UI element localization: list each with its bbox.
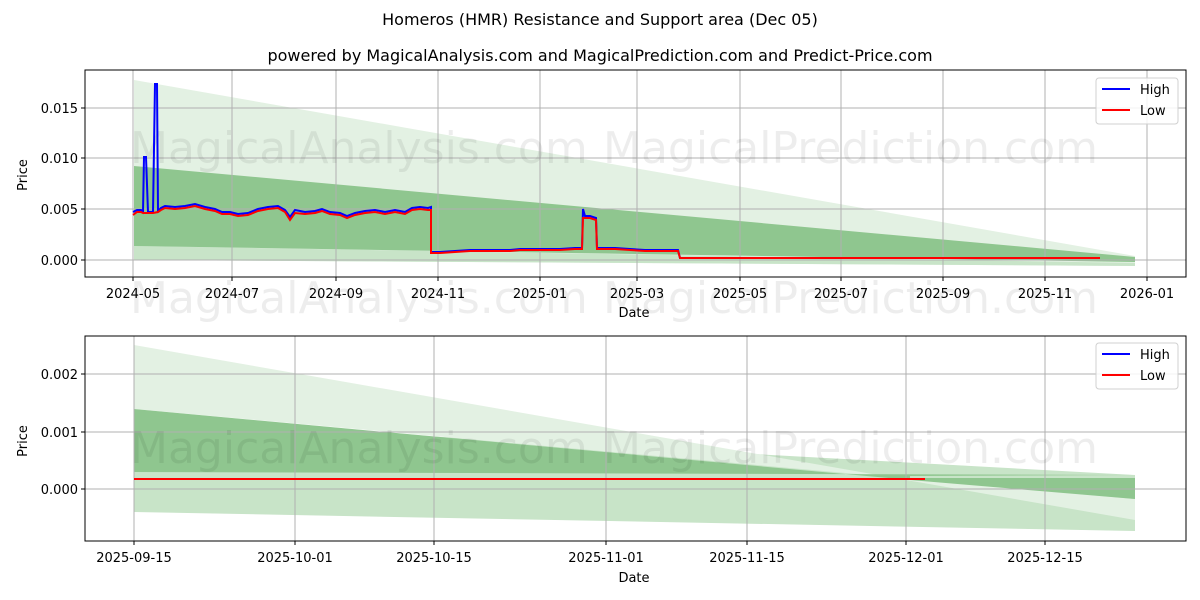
top-ytick: 0.005 [41, 203, 78, 218]
chart-subtitle: powered by MagicalAnalysis.com and Magic… [267, 46, 933, 65]
top-ytick: 0.000 [41, 254, 78, 269]
legend-low-label: Low [1140, 104, 1166, 119]
low-series-line [132, 204, 1100, 259]
bottom-xtick: 2025-11-01 [568, 551, 644, 566]
bottom-ytick: 0.001 [41, 426, 78, 441]
bottom-xtick: 2025-12-15 [1007, 551, 1083, 566]
outer-band-lower [134, 246, 1135, 266]
watermark-bottom-1: MagicalAnalysis.com [130, 423, 588, 474]
top-ytick: 0.015 [41, 102, 78, 117]
watermark-top-3: MagicalAnalysis.com [130, 273, 588, 324]
bottom-xtick: 2025-09-15 [96, 551, 172, 566]
bottom-xtick: 2025-10-01 [257, 551, 333, 566]
watermark-top-2: MagicalPrediction.com [603, 123, 1098, 174]
top-xtick: 2026-01 [1120, 287, 1174, 302]
top-legend: High Low [1095, 77, 1179, 125]
watermark-top-1: MagicalAnalysis.com [130, 123, 588, 174]
bottom-axes-frame [84, 335, 1187, 542]
bottom-chart: MagicalAnalysis.com MagicalPrediction.co… [16, 335, 1187, 586]
bottom-ytick: 0.000 [41, 483, 78, 498]
inner-band-right [910, 475, 1135, 478]
top-xtick: 2025-09 [916, 287, 970, 302]
top-xtick: 2024-11 [411, 287, 465, 302]
top-axes-frame [84, 69, 1187, 278]
watermark-top-4: MagicalPrediction.com [603, 273, 1098, 324]
high-series-line [132, 83, 1100, 259]
bottom-xtick: 2025-11-15 [709, 551, 785, 566]
bottom-xtick: 2025-10-15 [396, 551, 472, 566]
top-xtick: 2024-07 [205, 287, 259, 302]
top-xtick: 2025-07 [814, 287, 868, 302]
bottom-legend: High Low [1095, 342, 1179, 390]
legend-low-label: Low [1140, 369, 1166, 384]
bottom-xtick: 2025-12-01 [868, 551, 944, 566]
top-xtick: 2025-05 [713, 287, 767, 302]
bottom-ylabel: Price [16, 425, 31, 457]
top-xtick: 2025-01 [513, 287, 567, 302]
top-ytick: 0.010 [41, 152, 78, 167]
inner-band [134, 409, 1135, 499]
top-chart: MagicalAnalysis.com MagicalPrediction.co… [16, 69, 1187, 324]
bottom-grid [85, 336, 1186, 541]
top-xtick: 2024-09 [309, 287, 363, 302]
top-xtick: 2025-03 [610, 287, 664, 302]
top-xlabel: Date [618, 306, 649, 321]
legend-high-label: High [1140, 348, 1170, 363]
top-xtick: 2024-05 [106, 287, 160, 302]
top-xtick: 2025-11 [1018, 287, 1072, 302]
watermark-bottom-2: MagicalPrediction.com [603, 423, 1098, 474]
legend-high-label: High [1140, 83, 1170, 98]
chart-title: Homeros (HMR) Resistance and Support are… [382, 10, 818, 29]
bottom-ytick: 0.002 [41, 368, 78, 383]
bottom-xlabel: Date [618, 571, 649, 586]
top-ylabel: Price [16, 159, 31, 191]
inner-band [134, 166, 1135, 262]
